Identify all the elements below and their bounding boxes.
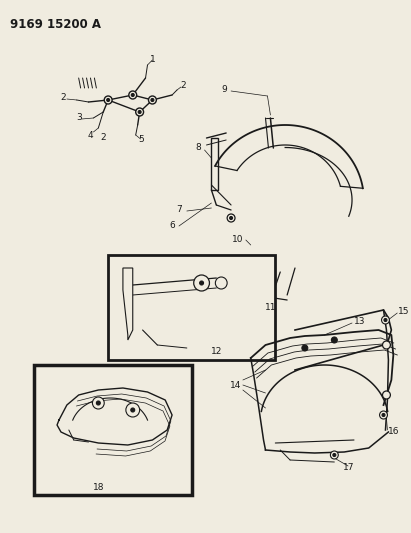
- Circle shape: [96, 401, 100, 405]
- Circle shape: [227, 214, 235, 222]
- Circle shape: [148, 96, 156, 104]
- Text: 11: 11: [265, 303, 276, 312]
- Text: 9169 15200 A: 9169 15200 A: [10, 18, 101, 31]
- Circle shape: [107, 99, 110, 101]
- Text: 6: 6: [169, 221, 175, 230]
- Circle shape: [151, 99, 154, 101]
- Circle shape: [333, 454, 336, 456]
- Circle shape: [330, 451, 338, 459]
- Circle shape: [104, 96, 112, 104]
- Circle shape: [215, 277, 227, 289]
- Circle shape: [200, 281, 203, 285]
- Circle shape: [384, 319, 387, 321]
- Circle shape: [302, 345, 308, 351]
- Circle shape: [383, 391, 390, 399]
- Circle shape: [230, 216, 233, 220]
- Text: 15: 15: [398, 308, 410, 317]
- Circle shape: [383, 341, 390, 349]
- Text: 3: 3: [76, 114, 81, 123]
- Circle shape: [382, 414, 385, 416]
- Text: 16: 16: [388, 427, 400, 437]
- Circle shape: [138, 110, 141, 114]
- Circle shape: [131, 93, 134, 96]
- Text: 7: 7: [176, 206, 182, 214]
- Text: 10: 10: [232, 236, 244, 245]
- Circle shape: [194, 275, 210, 291]
- Circle shape: [126, 403, 140, 417]
- Circle shape: [331, 337, 337, 343]
- Text: 12: 12: [211, 348, 222, 357]
- Text: 17: 17: [343, 464, 355, 472]
- Text: 9: 9: [222, 85, 227, 94]
- Circle shape: [129, 91, 137, 99]
- Text: 2: 2: [180, 82, 186, 91]
- Text: 2: 2: [60, 93, 66, 102]
- Text: 13: 13: [354, 318, 365, 327]
- Text: 8: 8: [196, 143, 201, 152]
- Text: 14: 14: [229, 381, 241, 390]
- FancyBboxPatch shape: [108, 255, 275, 360]
- Polygon shape: [211, 138, 218, 190]
- Circle shape: [92, 397, 104, 409]
- Circle shape: [136, 108, 143, 116]
- Text: 1: 1: [150, 55, 155, 64]
- Polygon shape: [123, 268, 133, 340]
- Text: 18: 18: [92, 483, 104, 492]
- FancyBboxPatch shape: [35, 365, 192, 495]
- Circle shape: [381, 316, 389, 324]
- Text: 2: 2: [100, 133, 106, 141]
- Circle shape: [380, 411, 388, 419]
- Text: 5: 5: [139, 135, 145, 144]
- Text: 4: 4: [88, 131, 93, 140]
- Circle shape: [131, 408, 135, 412]
